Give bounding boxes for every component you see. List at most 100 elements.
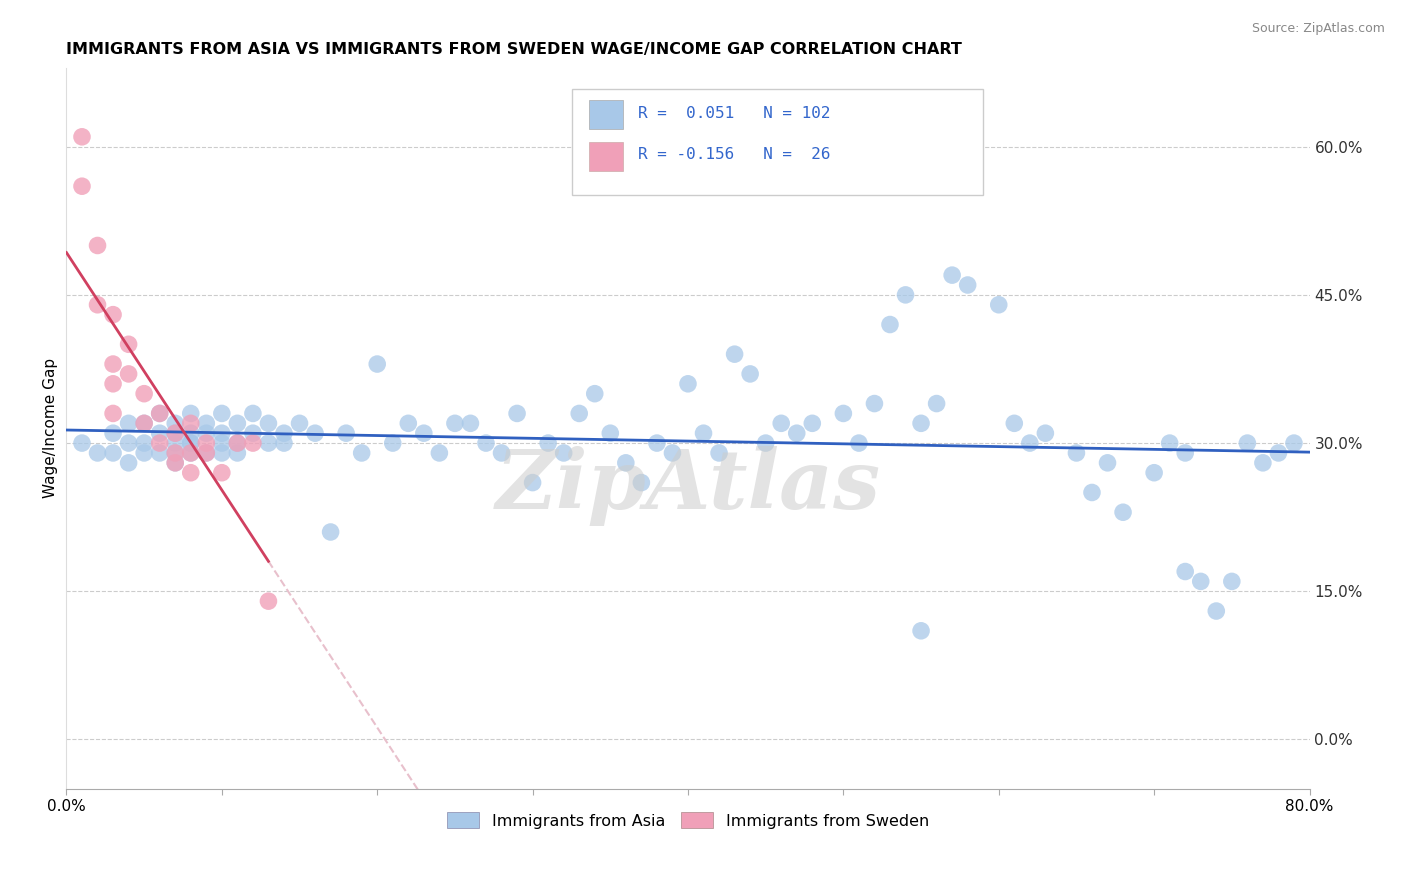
Point [956,278,979,293]
Point [1002,417,1025,431]
Point [134,417,156,431]
Point [553,446,575,460]
Point [1205,604,1227,618]
Point [848,436,870,450]
Point [86,238,108,252]
Point [117,417,139,431]
Point [195,446,218,460]
Point [1236,436,1258,450]
Point [273,426,295,441]
Point [1174,446,1197,460]
Point [180,446,202,460]
Point [180,426,202,441]
Point [1018,436,1040,450]
Point [211,436,233,450]
Point [195,426,218,441]
Point [86,298,108,312]
Point [134,446,156,460]
Point [1066,446,1088,460]
Point [1267,446,1289,460]
Text: Source: ZipAtlas.com: Source: ZipAtlas.com [1251,22,1385,36]
Point [1220,574,1243,589]
Point [366,357,388,371]
Legend: Immigrants from Asia, Immigrants from Sweden: Immigrants from Asia, Immigrants from Sw… [440,805,935,835]
Point [537,436,560,450]
Point [211,406,233,420]
Point [614,456,637,470]
Point [491,446,513,460]
Point [180,436,202,450]
Point [273,436,295,450]
Point [226,436,249,450]
Point [257,594,280,608]
Point [242,406,264,420]
Point [460,417,482,431]
Point [180,446,202,460]
Point [134,436,156,450]
Point [1174,565,1197,579]
Point [70,129,93,144]
Point [180,436,202,450]
Point [707,446,730,460]
Point [101,308,124,322]
Point [195,446,218,460]
FancyBboxPatch shape [589,100,623,129]
Point [70,179,93,194]
Point [1081,485,1104,500]
Text: R = -0.156   N =  26: R = -0.156 N = 26 [638,147,831,162]
Point [226,436,249,450]
Point [101,406,124,420]
Point [257,436,280,450]
Point [211,466,233,480]
Point [165,436,187,450]
Point [165,417,187,431]
Point [335,426,357,441]
Point [1143,466,1166,480]
FancyBboxPatch shape [589,142,623,170]
Point [599,426,621,441]
Point [117,367,139,381]
Point [863,396,886,410]
Point [211,446,233,460]
Point [165,446,187,460]
Point [195,417,218,431]
Point [242,426,264,441]
Point [86,446,108,460]
Point [396,417,419,431]
Point [134,417,156,431]
Point [304,426,326,441]
Point [1112,505,1135,519]
Point [910,417,932,431]
Point [770,417,793,431]
Point [1189,574,1212,589]
Point [101,357,124,371]
Text: R =  0.051   N = 102: R = 0.051 N = 102 [638,105,831,120]
Point [101,376,124,391]
Text: ZipAtlas: ZipAtlas [495,446,880,526]
Point [117,456,139,470]
Point [70,436,93,450]
Point [1159,436,1181,450]
Point [165,456,187,470]
Point [257,417,280,431]
Point [676,376,699,391]
Point [350,446,373,460]
Point [211,426,233,441]
Point [522,475,544,490]
Point [165,426,187,441]
Point [149,406,172,420]
Point [134,386,156,401]
Point [101,446,124,460]
Point [506,406,529,420]
Point [740,367,762,381]
Point [117,337,139,351]
Point [412,426,434,441]
Point [165,456,187,470]
Point [1251,456,1274,470]
Point [1035,426,1057,441]
Point [832,406,855,420]
Point [149,426,172,441]
Point [180,466,202,480]
Point [894,288,917,302]
Point [117,436,139,450]
